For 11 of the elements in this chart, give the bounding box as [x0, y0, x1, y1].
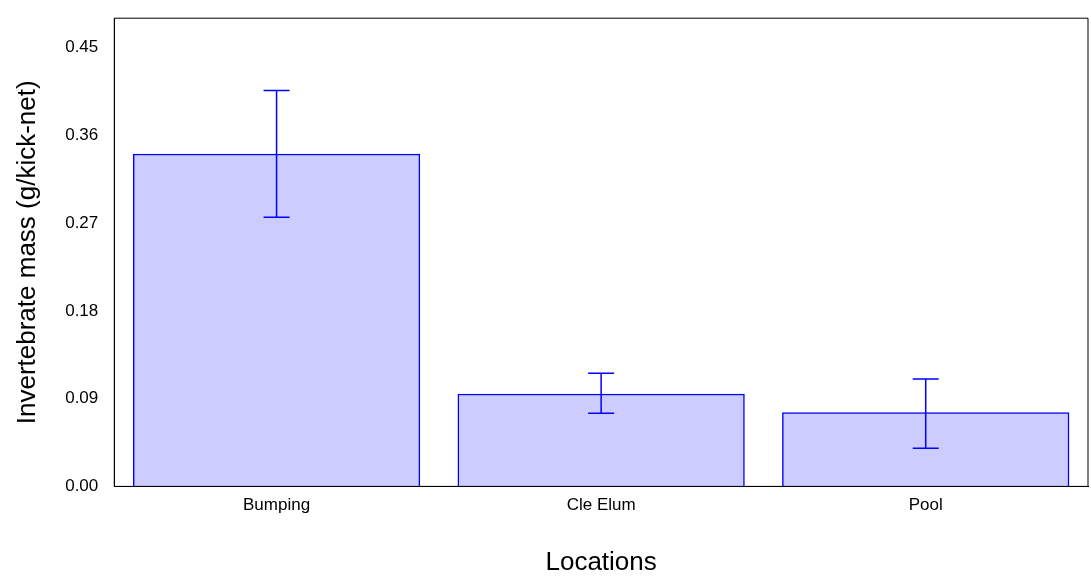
y-tick-label: 0.27 [65, 212, 99, 232]
y-axis-title: Invertebrate mass (g/kick-net) [10, 80, 41, 425]
y-tick-label: 0.45 [65, 37, 99, 57]
y-tick-label: 0.18 [65, 300, 99, 320]
y-tick-label: 0.09 [65, 388, 99, 408]
x-tick-label: Bumping [243, 495, 311, 515]
x-tick-label: Cle Elum [566, 495, 636, 515]
y-tick-label: 0.36 [65, 124, 99, 144]
x-tick-label: Pool [908, 495, 943, 515]
x-axis-title: Locations [545, 545, 657, 576]
y-tick-label: 0.00 [65, 476, 99, 496]
